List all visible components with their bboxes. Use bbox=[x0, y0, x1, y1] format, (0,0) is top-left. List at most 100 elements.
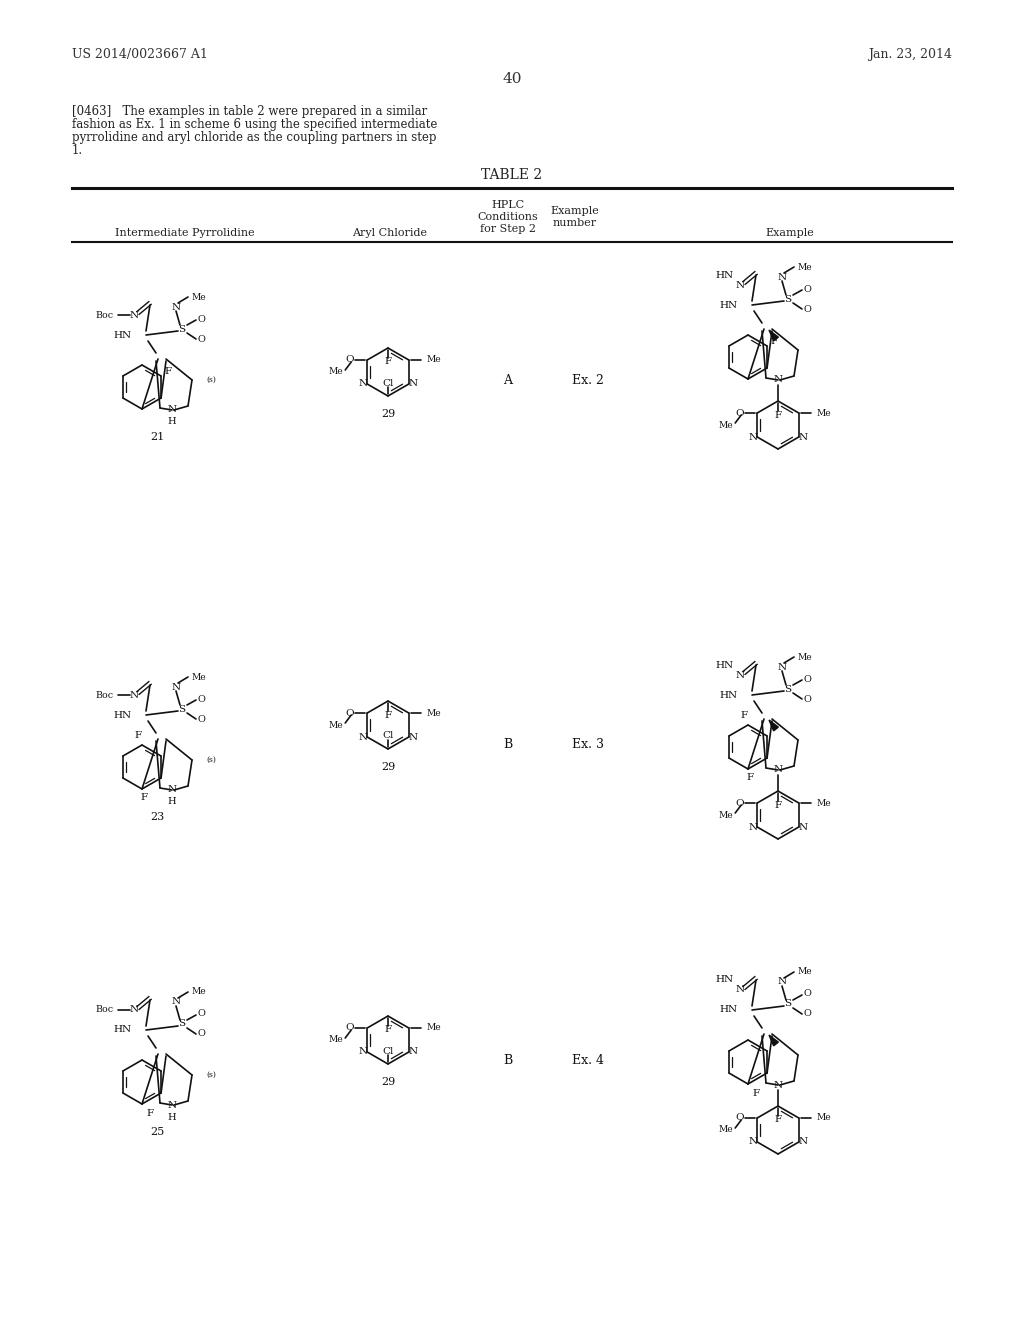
Text: A: A bbox=[504, 374, 512, 387]
Text: O: O bbox=[804, 285, 812, 293]
Text: Me: Me bbox=[798, 652, 813, 661]
Text: H: H bbox=[168, 797, 176, 807]
Text: 21: 21 bbox=[150, 432, 164, 442]
Text: Me: Me bbox=[798, 263, 813, 272]
Text: number: number bbox=[553, 218, 597, 228]
Text: TABLE 2: TABLE 2 bbox=[481, 168, 543, 182]
Text: 25: 25 bbox=[150, 1127, 164, 1137]
Text: [0463]   The examples in table 2 were prepared in a similar: [0463] The examples in table 2 were prep… bbox=[72, 106, 427, 117]
Text: HN: HN bbox=[716, 975, 734, 985]
Text: F: F bbox=[753, 1089, 760, 1097]
Text: N: N bbox=[168, 1101, 176, 1110]
Text: fashion as Ex. 1 in scheme 6 using the specified intermediate: fashion as Ex. 1 in scheme 6 using the s… bbox=[72, 117, 437, 131]
Text: N: N bbox=[799, 433, 807, 441]
Text: N: N bbox=[777, 663, 786, 672]
Text: O: O bbox=[198, 334, 206, 343]
Text: O: O bbox=[198, 1030, 206, 1039]
Text: Jan. 23, 2014: Jan. 23, 2014 bbox=[868, 48, 952, 61]
Text: Conditions: Conditions bbox=[477, 213, 539, 222]
Text: HN: HN bbox=[720, 301, 738, 309]
Text: pyrrolidine and aryl chloride as the coupling partners in step: pyrrolidine and aryl chloride as the cou… bbox=[72, 131, 436, 144]
Text: O: O bbox=[198, 314, 206, 323]
Text: N: N bbox=[129, 1006, 138, 1015]
Text: Me: Me bbox=[329, 721, 343, 730]
Text: Me: Me bbox=[719, 1126, 733, 1134]
Text: 40: 40 bbox=[502, 73, 522, 86]
Text: N: N bbox=[358, 380, 368, 388]
Text: N: N bbox=[409, 733, 418, 742]
Polygon shape bbox=[769, 1035, 778, 1045]
Text: O: O bbox=[804, 990, 812, 998]
Text: Me: Me bbox=[193, 293, 207, 301]
Text: Example: Example bbox=[551, 206, 599, 216]
Text: N: N bbox=[171, 998, 180, 1006]
Text: F: F bbox=[746, 774, 754, 783]
Text: HN: HN bbox=[114, 1026, 132, 1035]
Text: S: S bbox=[784, 685, 792, 693]
Text: F: F bbox=[384, 358, 391, 367]
Text: H: H bbox=[168, 1113, 176, 1122]
Text: HPLC: HPLC bbox=[492, 201, 524, 210]
Text: Me: Me bbox=[719, 810, 733, 820]
Text: F: F bbox=[164, 367, 171, 375]
Text: F: F bbox=[774, 1115, 781, 1125]
Text: Me: Me bbox=[817, 408, 831, 417]
Text: O: O bbox=[345, 355, 354, 364]
Text: Me: Me bbox=[329, 1035, 343, 1044]
Text: S: S bbox=[784, 294, 792, 304]
Text: N: N bbox=[773, 766, 782, 775]
Text: O: O bbox=[198, 694, 206, 704]
Text: 29: 29 bbox=[381, 1077, 395, 1086]
Text: Cl: Cl bbox=[382, 379, 393, 388]
Text: Me: Me bbox=[817, 1114, 831, 1122]
Text: O: O bbox=[345, 1023, 354, 1032]
Text: N: N bbox=[777, 272, 786, 281]
Text: (s): (s) bbox=[206, 376, 216, 384]
Text: H: H bbox=[168, 417, 176, 426]
Text: US 2014/0023667 A1: US 2014/0023667 A1 bbox=[72, 48, 208, 61]
Text: B: B bbox=[504, 738, 513, 751]
Text: F: F bbox=[134, 730, 141, 739]
Text: Intermediate Pyrrolidine: Intermediate Pyrrolidine bbox=[115, 228, 255, 238]
Text: N: N bbox=[735, 986, 744, 994]
Text: O: O bbox=[804, 694, 812, 704]
Text: N: N bbox=[777, 978, 786, 986]
Text: Me: Me bbox=[193, 987, 207, 997]
Text: (s): (s) bbox=[206, 756, 216, 764]
Text: N: N bbox=[358, 1048, 368, 1056]
Text: 29: 29 bbox=[381, 409, 395, 418]
Text: HN: HN bbox=[720, 1006, 738, 1015]
Text: B: B bbox=[504, 1053, 513, 1067]
Text: N: N bbox=[171, 682, 180, 692]
Text: Me: Me bbox=[427, 709, 441, 718]
Text: N: N bbox=[735, 281, 744, 289]
Text: N: N bbox=[409, 380, 418, 388]
Text: Ex. 4: Ex. 4 bbox=[572, 1053, 604, 1067]
Text: N: N bbox=[171, 302, 180, 312]
Text: Me: Me bbox=[817, 799, 831, 808]
Text: O: O bbox=[735, 408, 744, 417]
Text: O: O bbox=[804, 305, 812, 314]
Text: HN: HN bbox=[716, 660, 734, 669]
Text: N: N bbox=[799, 822, 807, 832]
Text: N: N bbox=[749, 1138, 758, 1147]
Text: F: F bbox=[384, 1026, 391, 1035]
Text: Cl: Cl bbox=[382, 1047, 393, 1056]
Text: O: O bbox=[735, 1114, 744, 1122]
Text: Me: Me bbox=[427, 355, 441, 364]
Text: HN: HN bbox=[716, 271, 734, 280]
Text: S: S bbox=[178, 1019, 185, 1028]
Text: N: N bbox=[749, 433, 758, 441]
Text: O: O bbox=[735, 799, 744, 808]
Text: F: F bbox=[146, 1109, 154, 1118]
Text: S: S bbox=[178, 705, 185, 714]
Text: Example: Example bbox=[766, 228, 814, 238]
Text: N: N bbox=[129, 690, 138, 700]
Text: HN: HN bbox=[114, 330, 132, 339]
Text: F: F bbox=[774, 411, 781, 420]
Text: O: O bbox=[804, 675, 812, 684]
Text: N: N bbox=[409, 1048, 418, 1056]
Text: 1.: 1. bbox=[72, 144, 83, 157]
Text: HN: HN bbox=[114, 710, 132, 719]
Text: F: F bbox=[774, 800, 781, 809]
